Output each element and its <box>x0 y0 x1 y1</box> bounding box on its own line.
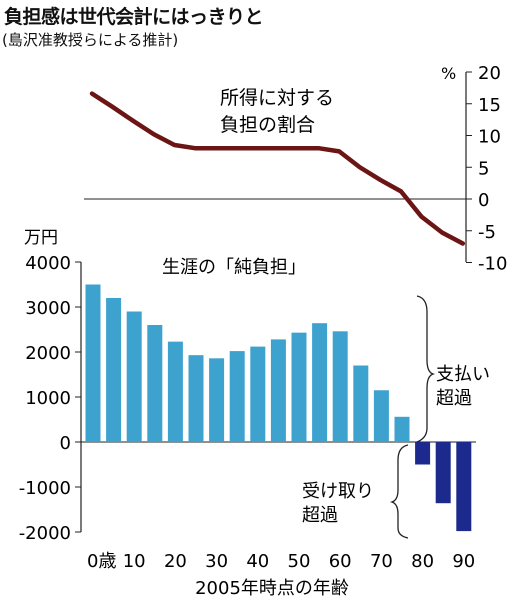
net-burden-bar <box>147 325 163 442</box>
line-chart-title-2: 負担の割合 <box>220 114 315 136</box>
net-burden-bar <box>85 284 101 442</box>
net-burden-bar <box>250 346 266 442</box>
bar-chart-unit: 万円 <box>24 228 58 248</box>
line-chart-title-1: 所得に対する <box>220 87 334 109</box>
net-burden-bar <box>394 416 410 442</box>
bar-y-tick-label: 2000 <box>25 343 71 364</box>
bar-y-tick-label: 1000 <box>25 388 71 409</box>
bar-y-tick-label: 3000 <box>25 298 71 319</box>
page-subtitle: (島沢准教授らによる推計) <box>2 31 179 49</box>
net-burden-bar <box>126 311 142 442</box>
net-burden-bar <box>435 442 451 504</box>
x-axis-label: 2005年時点の年齢 <box>195 578 349 598</box>
payment-excess-label-1: 支払い <box>436 364 490 385</box>
bar-y-tick-label: -2000 <box>19 523 71 544</box>
payment-excess-brace <box>416 295 436 443</box>
net-burden-bar <box>167 341 183 442</box>
receipt-excess-brace <box>389 444 409 539</box>
net-burden-bar <box>353 365 369 442</box>
line-y-tick-label: -5 <box>478 222 496 243</box>
share-of-income-line <box>89 91 466 246</box>
net-burden-bar <box>291 332 307 442</box>
line-y-tick-label: -10 <box>478 254 507 275</box>
line-y-tick-label: 0 <box>478 190 489 211</box>
line-y-tick-label: 5 <box>478 158 489 179</box>
net-burden-bar <box>373 390 389 442</box>
net-burden-bar <box>209 358 225 442</box>
x-tick-label: 40 <box>246 551 269 572</box>
x-tick-label: 70 <box>370 551 393 572</box>
bar-y-tick-label: 4000 <box>25 253 71 274</box>
receipt-excess-label-1: 受け取り <box>302 481 374 502</box>
net-burden-bar <box>188 355 204 442</box>
bar-y-tick-label: -1000 <box>19 478 71 499</box>
net-burden-bar <box>456 442 472 532</box>
x-tick-label: 20 <box>164 551 187 572</box>
net-burden-bar <box>415 442 431 465</box>
line-y-tick-label: 10 <box>478 127 501 148</box>
net-burden-bar <box>106 298 122 442</box>
x-tick-label: 10 <box>123 551 146 572</box>
net-burden-bar <box>332 331 348 442</box>
line-y-tick-label: 20 <box>478 63 501 84</box>
x-tick-label: 90 <box>452 551 475 572</box>
bar-chart-title: 生涯の「純負担」 <box>162 257 306 278</box>
x-tick-label: 60 <box>329 551 352 572</box>
x-tick-label: 30 <box>205 551 228 572</box>
x-tick-label: 50 <box>288 551 311 572</box>
payment-excess-label-2: 超過 <box>436 388 472 409</box>
line-y-tick-label: 15 <box>478 95 501 116</box>
receipt-excess-label-2: 超過 <box>302 505 338 526</box>
page-title: 負担感は世代会計にはっきりと <box>4 6 264 28</box>
bar-y-tick-label: 0 <box>60 433 71 454</box>
net-burden-bar <box>270 339 286 442</box>
line-chart-unit: % <box>441 64 456 83</box>
x-tick-label: 0歳 <box>87 551 116 572</box>
net-burden-bar <box>312 323 328 442</box>
x-tick-label: 80 <box>411 551 434 572</box>
net-burden-bar <box>229 351 245 442</box>
